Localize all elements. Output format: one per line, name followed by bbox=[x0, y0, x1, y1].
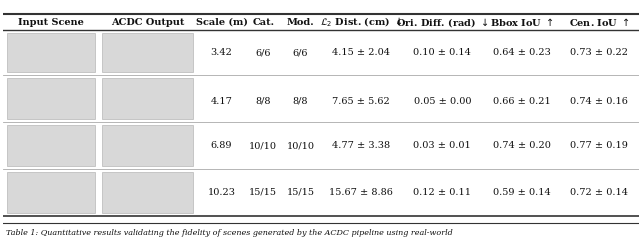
Bar bbox=[102, 172, 193, 214]
Text: Input Scene: Input Scene bbox=[18, 18, 84, 27]
Text: 10/10: 10/10 bbox=[287, 141, 315, 150]
Bar bbox=[102, 78, 193, 119]
Text: 0.10 ± 0.14: 0.10 ± 0.14 bbox=[413, 48, 471, 57]
Text: 15.67 ± 8.86: 15.67 ± 8.86 bbox=[329, 188, 393, 197]
Text: 6/6: 6/6 bbox=[293, 48, 308, 57]
Text: ACDC Output: ACDC Output bbox=[111, 18, 184, 27]
Text: 0.72 ± 0.14: 0.72 ± 0.14 bbox=[570, 188, 628, 197]
Text: 10.23: 10.23 bbox=[207, 188, 236, 197]
Text: 8/8: 8/8 bbox=[293, 96, 308, 106]
Text: 3.42: 3.42 bbox=[211, 48, 232, 57]
Text: 7.65 ± 5.62: 7.65 ± 5.62 bbox=[332, 96, 390, 106]
Text: 0.64 ± 0.23: 0.64 ± 0.23 bbox=[493, 48, 551, 57]
Text: $\mathcal{L}_2$ Dist. (cm) $\downarrow$: $\mathcal{L}_2$ Dist. (cm) $\downarrow$ bbox=[319, 16, 403, 29]
Text: 8/8: 8/8 bbox=[255, 96, 271, 106]
Text: 6.89: 6.89 bbox=[211, 141, 232, 150]
Bar bbox=[7, 33, 95, 72]
Text: 10/10: 10/10 bbox=[249, 141, 277, 150]
Text: Table 1: Quantitative results validating the fidelity of scenes generated by the: Table 1: Quantitative results validating… bbox=[6, 228, 453, 236]
Bar bbox=[7, 172, 95, 214]
Text: 15/15: 15/15 bbox=[287, 188, 315, 197]
Text: Scale (m): Scale (m) bbox=[196, 18, 248, 27]
Bar bbox=[102, 33, 193, 72]
Text: 4.15 ± 2.04: 4.15 ± 2.04 bbox=[332, 48, 390, 57]
Text: 4.17: 4.17 bbox=[211, 96, 232, 106]
Text: 0.66 ± 0.21: 0.66 ± 0.21 bbox=[493, 96, 550, 106]
Text: 0.59 ± 0.14: 0.59 ± 0.14 bbox=[493, 188, 550, 197]
Text: Cat.: Cat. bbox=[252, 18, 274, 27]
Text: 6/6: 6/6 bbox=[255, 48, 271, 57]
Text: Bbox IoU $\uparrow$: Bbox IoU $\uparrow$ bbox=[490, 16, 554, 28]
Text: 0.74 ± 0.20: 0.74 ± 0.20 bbox=[493, 141, 551, 150]
Text: 0.73 ± 0.22: 0.73 ± 0.22 bbox=[570, 48, 628, 57]
Text: 0.77 ± 0.19: 0.77 ± 0.19 bbox=[570, 141, 628, 150]
Text: 0.05 ± 0.00: 0.05 ± 0.00 bbox=[413, 96, 471, 106]
Text: 0.12 ± 0.11: 0.12 ± 0.11 bbox=[413, 188, 471, 197]
Bar bbox=[102, 125, 193, 166]
Text: 15/15: 15/15 bbox=[249, 188, 277, 197]
Text: Ori. Diff. (rad) $\downarrow$: Ori. Diff. (rad) $\downarrow$ bbox=[396, 16, 488, 29]
Text: Mod.: Mod. bbox=[287, 18, 314, 27]
Bar bbox=[7, 125, 95, 166]
Text: 4.77 ± 3.38: 4.77 ± 3.38 bbox=[332, 141, 390, 150]
Text: 0.03 ± 0.01: 0.03 ± 0.01 bbox=[413, 141, 471, 150]
Text: Cen. IoU $\uparrow$: Cen. IoU $\uparrow$ bbox=[569, 16, 630, 28]
Text: 0.74 ± 0.16: 0.74 ± 0.16 bbox=[570, 96, 628, 106]
Bar bbox=[7, 78, 95, 119]
